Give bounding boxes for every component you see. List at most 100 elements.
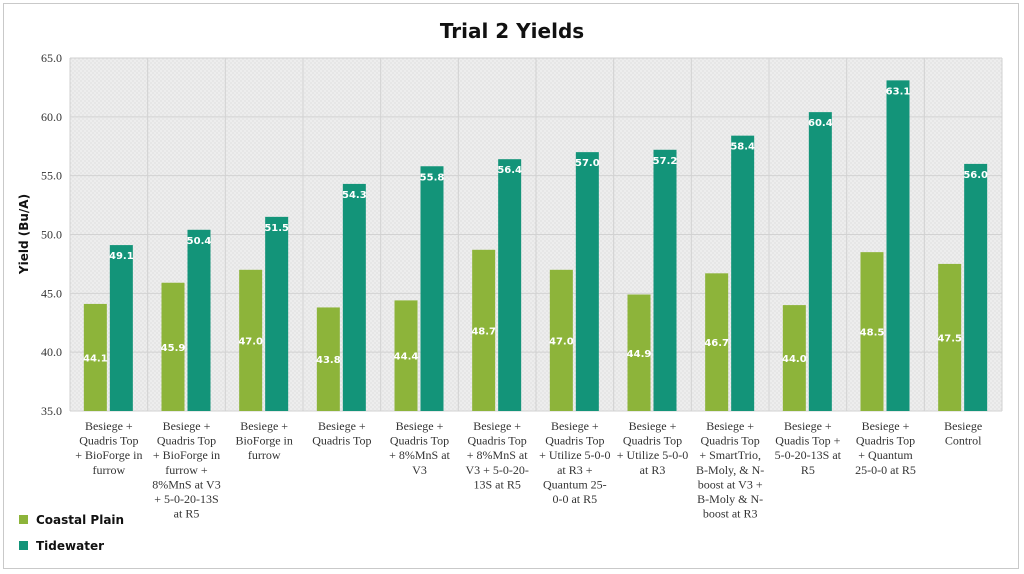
x-tick-label: Besiege + Quadris Top + Utilize 5-0-0 at R3…	[539, 419, 610, 506]
x-tick-label-line: furrow	[93, 463, 126, 477]
data-label-tidewater: 54.3	[342, 190, 367, 201]
y-tick-label: 65.0	[41, 51, 62, 65]
x-tick-label-line: Besiege +	[473, 419, 521, 433]
x-tick-label-line: Quadris Top	[312, 434, 371, 448]
gridlines	[69, 57, 1003, 412]
x-tick-label-line: BioForge in	[235, 434, 292, 448]
x-tick-label: Besiege + Quadris Top + BioForge in furrow	[75, 419, 142, 477]
bar-tidewater	[808, 112, 832, 412]
x-tick-label-line: Quadris Top	[157, 434, 216, 448]
bar-tidewater	[964, 163, 988, 411]
legend-label-tidewater: Tidewater	[36, 539, 104, 553]
data-label-tidewater: 58.4	[730, 142, 755, 153]
x-tick-label-line: Quadris Top	[856, 434, 915, 448]
x-tick-label-line: B-Moly, & N-	[696, 463, 764, 477]
x-tick-label-line: furrow +	[165, 463, 208, 477]
x-tick-label-line: Quadris Top	[545, 434, 604, 448]
legend-swatch-tidewater	[19, 541, 28, 550]
x-tick-label: Besiege + Quadris Top	[312, 419, 371, 448]
data-label-tidewater: 56.4	[497, 165, 522, 176]
bar-coastal-plain	[161, 282, 185, 411]
bar-tidewater	[187, 229, 211, 411]
x-tick-label-line: at R3	[640, 463, 666, 477]
data-label-tidewater: 56.0	[963, 170, 988, 181]
x-tick-label-line: + Utilize 5-0-0	[539, 448, 610, 462]
bar-tidewater	[575, 152, 599, 411]
data-label-tidewater: 50.4	[187, 236, 212, 247]
bar-coastal-plain	[627, 294, 651, 411]
x-tick-label-line: Besiege +	[784, 419, 832, 433]
bar-tidewater	[498, 159, 522, 411]
x-tick-label-line: B-Moly & N-	[697, 492, 763, 506]
x-tick-label-line: 25-0-0 at R5	[855, 463, 916, 477]
x-tick-label-line: + SmartTrio,	[699, 448, 761, 462]
data-label-coastal-plain: 43.8	[316, 355, 341, 366]
x-tick-label-line: Besiege +	[318, 419, 366, 433]
x-axis-ticks: Besiege + Quadris Top + BioForge in furrowB…	[75, 419, 982, 521]
data-label-tidewater: 57.2	[653, 156, 678, 167]
x-tick-label-line: Besiege +	[551, 419, 599, 433]
data-label-coastal-plain: 48.5	[860, 328, 885, 339]
data-label-coastal-plain: 45.9	[161, 343, 186, 354]
data-label-coastal-plain: 44.0	[782, 354, 807, 365]
bar-coastal-plain	[705, 273, 729, 411]
x-tick-label-line: Besiege +	[85, 419, 133, 433]
bar-tidewater	[265, 216, 289, 411]
x-tick-label-line: 5-0-20-13S at	[775, 448, 842, 462]
y-tick-label: 55.0	[41, 169, 62, 183]
data-label-tidewater: 57.0	[575, 158, 600, 169]
data-label-tidewater: 49.1	[109, 251, 134, 262]
x-tick-label: Besiege + BioForge in furrow	[235, 419, 292, 462]
bar-coastal-plain	[239, 269, 263, 411]
x-tick-label-line: Control	[945, 434, 982, 448]
x-tick-label-line: Quadris Top	[468, 434, 527, 448]
bar-tidewater	[420, 166, 444, 411]
data-label-coastal-plain: 44.1	[83, 353, 108, 364]
x-tick-label-line: Besiege +	[862, 419, 910, 433]
data-label-coastal-plain: 44.9	[627, 349, 652, 360]
x-tick-label-line: + Quantum	[858, 448, 913, 462]
bar-coastal-plain	[782, 305, 806, 411]
data-label-coastal-plain: 47.0	[549, 336, 574, 347]
x-tick-label-line: furrow	[248, 448, 281, 462]
data-label-coastal-plain: 46.7	[704, 338, 729, 349]
x-tick-label-line: + Utilize 5-0-0	[617, 448, 688, 462]
data-label-coastal-plain: 47.5	[937, 333, 962, 344]
x-tick-label: Besiege + Quadris Top + SmartTrio, B-Moly, …	[696, 419, 764, 521]
x-tick-label: Besiege + Quadris Top + 8%MnS at V3	[389, 419, 450, 477]
y-tick-label: 35.0	[41, 404, 62, 418]
bar-coastal-plain	[549, 269, 573, 411]
bar-tidewater	[886, 80, 910, 412]
y-tick-label: 45.0	[41, 286, 62, 300]
x-tick-label-line: Besiege	[944, 419, 982, 433]
x-tick-label-line: Quadris Top	[79, 434, 138, 448]
bar-tidewater	[109, 245, 133, 411]
x-tick-label-line: boost at R3	[703, 507, 758, 521]
bar-coastal-plain	[316, 307, 340, 411]
data-label-tidewater: 63.1	[886, 86, 911, 97]
x-tick-label-line: + 8%MnS at	[467, 448, 528, 462]
bar-coastal-plain	[394, 300, 418, 411]
data-label-coastal-plain: 44.4	[394, 352, 419, 363]
bar-coastal-plain	[472, 249, 496, 411]
bar-tidewater	[731, 135, 755, 411]
x-tick-label-line: Quadris Top	[390, 434, 449, 448]
x-tick-label: Besiege + Quadis Top +5-0-20-13S at R5	[775, 419, 842, 477]
x-tick-label-line: + 8%MnS at	[389, 448, 450, 462]
x-tick-label-line: + BioForge in	[75, 448, 142, 462]
legend-swatch-coastal-plain	[19, 515, 28, 524]
chart-title: Trial 2 Yields	[440, 19, 584, 43]
x-tick-label-line: Besiege +	[240, 419, 288, 433]
x-tick-label-line: boost at V3 +	[698, 477, 763, 491]
x-tick-label-line: Quadis Top +	[775, 434, 840, 448]
x-tick-label-line: Quantum 25-	[543, 477, 607, 491]
x-tick-label-line: 13S at R5	[473, 477, 520, 491]
x-tick-label-line: Quadris Top	[701, 434, 760, 448]
x-tick-label-line: Besiege +	[706, 419, 754, 433]
x-tick-label-line: R5	[801, 463, 815, 477]
x-tick-label-line: Besiege +	[629, 419, 677, 433]
x-tick-label-line: 0-0 at R5	[552, 492, 597, 506]
legend-label-coastal-plain: Coastal Plain	[36, 513, 124, 527]
bar-coastal-plain	[83, 303, 107, 411]
